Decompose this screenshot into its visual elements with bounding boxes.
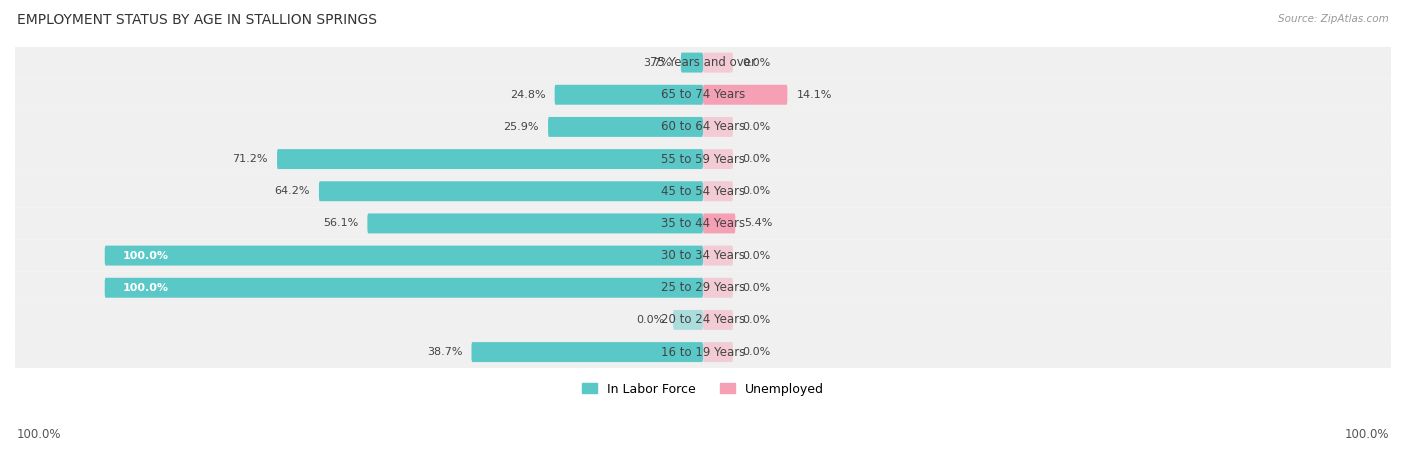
Text: 0.0%: 0.0% xyxy=(742,347,770,357)
FancyBboxPatch shape xyxy=(15,272,1391,304)
Text: 0.0%: 0.0% xyxy=(742,186,770,196)
FancyBboxPatch shape xyxy=(15,175,1391,207)
FancyBboxPatch shape xyxy=(703,278,733,298)
FancyBboxPatch shape xyxy=(681,53,703,72)
Text: 100.0%: 100.0% xyxy=(122,251,169,261)
Text: 25.9%: 25.9% xyxy=(503,122,538,132)
FancyBboxPatch shape xyxy=(703,310,733,330)
Text: 100.0%: 100.0% xyxy=(1344,428,1389,441)
Text: 5.4%: 5.4% xyxy=(744,218,773,229)
FancyBboxPatch shape xyxy=(15,111,1391,143)
Text: 60 to 64 Years: 60 to 64 Years xyxy=(661,121,745,133)
Text: 0.0%: 0.0% xyxy=(742,315,770,325)
Text: 16 to 19 Years: 16 to 19 Years xyxy=(661,346,745,359)
FancyBboxPatch shape xyxy=(471,342,703,362)
FancyBboxPatch shape xyxy=(104,246,703,266)
FancyBboxPatch shape xyxy=(15,207,1391,239)
Text: 14.1%: 14.1% xyxy=(796,90,832,100)
FancyBboxPatch shape xyxy=(703,213,735,234)
FancyBboxPatch shape xyxy=(554,85,703,105)
FancyBboxPatch shape xyxy=(104,278,703,298)
FancyBboxPatch shape xyxy=(703,117,733,137)
Text: EMPLOYMENT STATUS BY AGE IN STALLION SPRINGS: EMPLOYMENT STATUS BY AGE IN STALLION SPR… xyxy=(17,14,377,27)
Text: 0.0%: 0.0% xyxy=(742,154,770,164)
Text: 0.0%: 0.0% xyxy=(742,122,770,132)
Text: 55 to 59 Years: 55 to 59 Years xyxy=(661,153,745,166)
Text: 35 to 44 Years: 35 to 44 Years xyxy=(661,217,745,230)
Text: 0.0%: 0.0% xyxy=(742,251,770,261)
Text: 20 to 24 Years: 20 to 24 Years xyxy=(661,313,745,326)
FancyBboxPatch shape xyxy=(15,79,1391,111)
FancyBboxPatch shape xyxy=(673,310,703,330)
Text: 0.0%: 0.0% xyxy=(636,315,664,325)
Legend: In Labor Force, Unemployed: In Labor Force, Unemployed xyxy=(576,378,830,401)
FancyBboxPatch shape xyxy=(15,143,1391,175)
Text: 100.0%: 100.0% xyxy=(122,283,169,293)
FancyBboxPatch shape xyxy=(15,239,1391,272)
FancyBboxPatch shape xyxy=(703,53,733,72)
FancyBboxPatch shape xyxy=(15,304,1391,336)
Text: Source: ZipAtlas.com: Source: ZipAtlas.com xyxy=(1278,14,1389,23)
FancyBboxPatch shape xyxy=(15,46,1391,79)
Text: 0.0%: 0.0% xyxy=(742,58,770,68)
Text: 100.0%: 100.0% xyxy=(17,428,62,441)
FancyBboxPatch shape xyxy=(703,181,733,201)
FancyBboxPatch shape xyxy=(15,336,1391,368)
Text: 0.0%: 0.0% xyxy=(742,283,770,293)
Text: 38.7%: 38.7% xyxy=(427,347,463,357)
Text: 65 to 74 Years: 65 to 74 Years xyxy=(661,88,745,101)
FancyBboxPatch shape xyxy=(703,342,733,362)
FancyBboxPatch shape xyxy=(703,85,787,105)
FancyBboxPatch shape xyxy=(319,181,703,201)
FancyBboxPatch shape xyxy=(367,213,703,234)
Text: 45 to 54 Years: 45 to 54 Years xyxy=(661,185,745,198)
Text: 24.8%: 24.8% xyxy=(510,90,546,100)
FancyBboxPatch shape xyxy=(703,149,733,169)
Text: 56.1%: 56.1% xyxy=(323,218,359,229)
Text: 64.2%: 64.2% xyxy=(274,186,309,196)
FancyBboxPatch shape xyxy=(277,149,703,169)
Text: 30 to 34 Years: 30 to 34 Years xyxy=(661,249,745,262)
FancyBboxPatch shape xyxy=(703,246,733,266)
Text: 71.2%: 71.2% xyxy=(232,154,269,164)
Text: 75 Years and over: 75 Years and over xyxy=(650,56,756,69)
Text: 25 to 29 Years: 25 to 29 Years xyxy=(661,281,745,294)
Text: 3.7%: 3.7% xyxy=(644,58,672,68)
FancyBboxPatch shape xyxy=(548,117,703,137)
